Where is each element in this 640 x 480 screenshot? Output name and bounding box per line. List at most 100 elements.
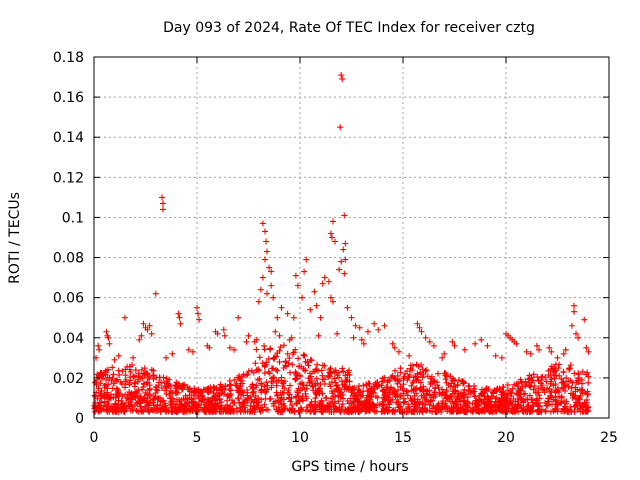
data-point <box>196 316 203 323</box>
data-point <box>239 403 246 410</box>
data-point <box>489 404 496 411</box>
data-point <box>138 332 145 339</box>
data-point <box>534 407 541 414</box>
x-tick-label: 25 <box>600 430 618 446</box>
data-point <box>416 324 423 331</box>
data-point <box>428 375 435 382</box>
data-point <box>547 380 554 387</box>
data-point <box>548 401 555 408</box>
data-point <box>137 396 144 403</box>
data-point <box>427 379 434 386</box>
data-point <box>160 397 167 404</box>
data-point <box>433 408 440 415</box>
data-point <box>413 377 420 384</box>
data-point <box>308 380 315 387</box>
data-point <box>157 402 164 409</box>
data-point <box>115 389 122 396</box>
data-point <box>197 390 204 397</box>
data-point <box>328 234 335 241</box>
data-point <box>553 388 560 395</box>
data-point <box>331 400 338 407</box>
data-point <box>472 393 479 400</box>
data-point <box>478 336 485 343</box>
data-point <box>288 334 295 341</box>
data-point <box>268 378 275 385</box>
data-point <box>261 346 268 353</box>
data-point <box>285 394 292 401</box>
data-point <box>135 370 142 377</box>
data-point <box>268 282 275 289</box>
data-point <box>535 346 542 353</box>
data-point <box>422 407 429 414</box>
data-point <box>381 391 388 398</box>
data-point <box>385 377 392 384</box>
data-point <box>579 402 586 409</box>
data-point <box>307 306 314 313</box>
y-tick-label: 0.06 <box>53 291 84 307</box>
data-point <box>174 389 181 396</box>
data-point <box>519 383 526 390</box>
data-point <box>224 397 231 404</box>
data-point <box>551 375 558 382</box>
data-point <box>149 372 156 379</box>
data-point <box>546 344 553 351</box>
data-point <box>391 344 398 351</box>
data-point <box>109 375 116 382</box>
data-point <box>276 332 283 339</box>
data-point <box>476 392 483 399</box>
data-point <box>227 391 234 398</box>
data-point <box>336 387 343 394</box>
data-point <box>484 342 491 349</box>
data-point <box>327 365 334 372</box>
data-point <box>265 355 272 362</box>
data-point <box>566 365 573 372</box>
data-point <box>357 393 364 400</box>
data-point <box>255 366 262 373</box>
data-point <box>130 373 137 380</box>
data-point <box>294 282 301 289</box>
data-point <box>529 377 536 384</box>
data-point <box>262 389 269 396</box>
data-point <box>268 384 275 391</box>
data-point <box>395 387 402 394</box>
data-point <box>342 240 349 247</box>
data-point <box>224 405 231 412</box>
data-point <box>472 340 479 347</box>
data-point <box>244 386 251 393</box>
data-point <box>583 371 590 378</box>
data-point <box>139 386 146 393</box>
data-point <box>292 272 299 279</box>
data-point <box>266 264 273 271</box>
y-tick-label: 0.02 <box>53 371 84 387</box>
data-point <box>299 384 306 391</box>
data-point <box>192 388 199 395</box>
data-point <box>255 298 262 305</box>
data-point <box>527 383 534 390</box>
data-point <box>303 256 310 263</box>
data-point <box>567 403 574 410</box>
data-point <box>376 401 383 408</box>
data-point <box>110 380 117 387</box>
data-point <box>493 387 500 394</box>
data-point <box>124 391 131 398</box>
data-point <box>327 383 334 390</box>
data-point <box>179 403 186 410</box>
data-point <box>96 346 103 353</box>
data-point <box>401 408 408 415</box>
data-point <box>281 385 288 392</box>
data-point <box>336 404 343 411</box>
data-point <box>571 393 578 400</box>
data-point <box>243 372 250 379</box>
data-point <box>554 385 561 392</box>
data-point <box>493 394 500 401</box>
data-point <box>288 408 295 415</box>
data-point <box>530 386 537 393</box>
data-point <box>276 358 283 365</box>
data-point <box>402 370 409 377</box>
data-point <box>568 384 575 391</box>
data-point <box>361 398 368 405</box>
data-point <box>217 381 224 388</box>
data-point <box>100 406 107 413</box>
data-point <box>453 398 460 405</box>
data-point <box>211 404 218 411</box>
